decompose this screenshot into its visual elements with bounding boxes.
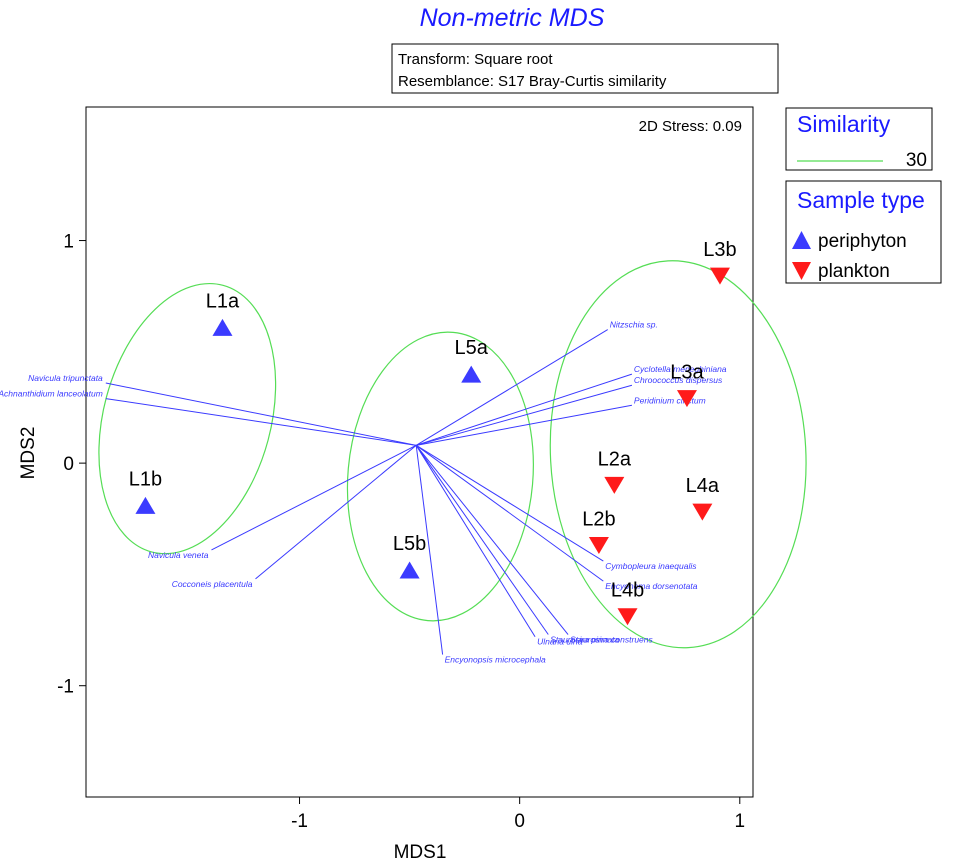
vector-line <box>416 384 633 446</box>
point-label-l5b: L5b <box>393 533 426 555</box>
vector-label: Staurosira pinnata <box>550 635 619 645</box>
similarity-ellipse-2 <box>346 331 534 622</box>
y-tick-label: 1 <box>63 232 74 253</box>
similarity-ellipses <box>98 260 807 649</box>
info-box <box>391 43 779 94</box>
legend-plankton-label: plankton <box>818 261 890 282</box>
legend-similarity-title: Similarity <box>797 111 891 137</box>
info-transform: Transform: Square root <box>398 51 553 68</box>
point-label-l3a: L3a <box>670 362 704 384</box>
point-label-l2a: L2a <box>598 448 632 470</box>
vector-line <box>105 398 417 446</box>
vector-label: Ulnaria ulna <box>537 637 583 647</box>
vector-label: Nitzschia sp. <box>610 320 658 330</box>
vector-label: Cocconeis placentula <box>172 579 253 589</box>
point-label-l1b: L1b <box>129 468 162 490</box>
vector-label: Achnanthidium lanceolatum <box>0 389 103 399</box>
point-label-l4a: L4a <box>686 475 720 497</box>
vector-overlay: Navicula tripunctata Achnanthidium lanceo… <box>0 320 727 665</box>
vector-label: Navicula veneta <box>148 550 209 560</box>
vector-label: Peridinium cinctum <box>634 395 706 405</box>
vector-line <box>211 444 417 551</box>
vector-line <box>415 445 569 635</box>
point-l2b <box>588 536 609 554</box>
vector-line <box>415 445 444 655</box>
point-l5a <box>461 365 482 383</box>
info-resemblance: Resemblance: S17 Bray-Curtis similarity <box>398 73 667 90</box>
legend-sampletype-box <box>785 180 942 284</box>
y-tick-label: -1 <box>57 677 74 698</box>
point-l4b <box>617 608 638 626</box>
vector-label: Cyclotella meneghiniana <box>634 364 727 374</box>
vector-label: Cymbopleura inaequalis <box>605 561 697 571</box>
x-tick-label: 1 <box>735 811 746 832</box>
vector-line <box>415 444 604 562</box>
point-l4a <box>692 503 713 521</box>
plot-frame <box>85 106 754 798</box>
x-axis-label: MDS1 <box>394 842 447 863</box>
chart-title: Non-metric MDS <box>420 4 605 32</box>
vector-line <box>415 444 604 582</box>
vector-label: Encyonema dorsenotata <box>605 581 697 591</box>
vector-label: Navicula tripunctata <box>28 373 103 383</box>
point-l1b <box>135 496 156 514</box>
stress-label: 2D Stress: 0.09 <box>639 118 742 135</box>
point-label-l3b: L3b <box>703 239 736 261</box>
legend-sampletype-title: Sample type <box>797 187 925 213</box>
vector-line <box>416 404 633 446</box>
legend-periphyton-label: periphyton <box>818 231 907 252</box>
point-label-l4b: L4b <box>611 580 644 602</box>
legend-plankton-marker <box>792 262 811 280</box>
y-axis-label: MDS2 <box>18 427 39 480</box>
similarity-ellipse-1 <box>98 282 277 555</box>
point-l1a <box>212 318 233 336</box>
vector-label: Encyonopsis microcephala <box>445 655 546 665</box>
vector-line <box>416 373 633 446</box>
vector-line <box>415 445 536 638</box>
vector-label: Chroococcus dispersus <box>634 375 723 385</box>
point-label-l5a: L5a <box>455 337 489 359</box>
point-l3b <box>709 267 730 285</box>
axes: -1 0 1 -1 0 1 <box>57 232 745 832</box>
legend-periphyton-marker <box>792 231 811 249</box>
sample-points: L1a L1b L5a L5b L3b L3a L2a L4a L2b L4b <box>129 239 737 626</box>
x-tick-label: -1 <box>291 811 308 832</box>
point-l3a <box>676 390 697 408</box>
vector-line <box>105 382 417 446</box>
vector-line <box>255 444 417 580</box>
y-tick-label: 0 <box>63 454 74 475</box>
vector-line <box>415 329 608 446</box>
legend-similarity-box <box>785 107 933 171</box>
point-l5b <box>399 561 420 579</box>
point-label-l2b: L2b <box>582 508 615 530</box>
legend-similarity-value: 30 <box>906 150 927 171</box>
point-label-l1a: L1a <box>206 290 240 312</box>
vector-line <box>415 445 549 635</box>
x-tick-label: 0 <box>514 811 525 832</box>
point-l2a <box>604 476 625 494</box>
vector-label: Staurosira construens <box>570 635 653 645</box>
similarity-ellipse-3 <box>549 260 807 649</box>
